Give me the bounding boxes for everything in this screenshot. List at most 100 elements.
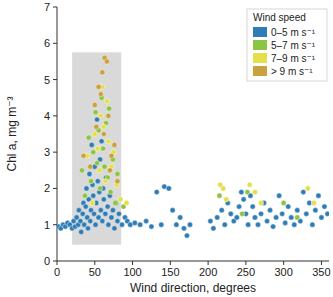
legend-title: Wind speed xyxy=(253,12,306,23)
point xyxy=(283,220,288,225)
point xyxy=(224,197,229,202)
point xyxy=(84,186,89,191)
legend-swatch xyxy=(253,27,267,37)
point xyxy=(115,171,120,176)
point xyxy=(94,124,99,129)
point xyxy=(247,182,252,187)
point xyxy=(239,189,244,194)
point xyxy=(97,168,102,173)
y-tick-label: 3 xyxy=(44,146,50,158)
y-axis xyxy=(57,7,58,261)
point xyxy=(325,211,329,216)
point xyxy=(118,197,123,202)
point xyxy=(112,142,117,147)
point xyxy=(246,222,251,227)
point xyxy=(95,179,100,184)
point xyxy=(322,204,327,209)
point xyxy=(91,150,96,155)
y-tick-label: 1 xyxy=(44,219,50,231)
point xyxy=(88,218,93,223)
y-tick xyxy=(53,115,57,116)
point xyxy=(159,222,164,227)
point xyxy=(208,218,213,223)
x-tick-label: 50 xyxy=(89,266,101,278)
point xyxy=(228,211,233,216)
point xyxy=(115,179,120,184)
point xyxy=(187,222,192,227)
point xyxy=(132,220,137,225)
point xyxy=(86,135,91,140)
point xyxy=(124,200,129,205)
y-tick-label: 5 xyxy=(44,74,50,86)
point xyxy=(92,131,97,136)
point xyxy=(79,229,84,234)
point xyxy=(106,222,111,227)
shaded-region xyxy=(72,52,121,244)
point xyxy=(81,153,86,158)
point xyxy=(274,215,279,220)
point xyxy=(313,208,318,213)
chart: 01234567050100150200250300350Wind direct… xyxy=(0,0,333,297)
point xyxy=(301,189,306,194)
point xyxy=(98,208,103,213)
x-tick-label: 350 xyxy=(312,266,330,278)
point xyxy=(106,113,111,118)
point xyxy=(95,146,100,151)
x-tick-label: 250 xyxy=(237,266,255,278)
point xyxy=(264,218,269,223)
y-tick-label: 7 xyxy=(44,1,50,13)
point xyxy=(166,186,171,191)
point xyxy=(113,200,118,205)
point xyxy=(100,70,105,75)
point xyxy=(102,164,107,169)
point xyxy=(110,208,115,213)
point xyxy=(241,197,246,202)
point xyxy=(170,208,175,213)
point xyxy=(106,139,111,144)
point xyxy=(215,215,220,220)
point xyxy=(174,222,179,227)
point xyxy=(258,211,263,216)
point xyxy=(93,110,98,115)
point xyxy=(107,168,112,173)
point xyxy=(292,222,297,227)
legend-swatch xyxy=(253,40,267,50)
point xyxy=(87,171,92,176)
y-tick xyxy=(53,224,57,225)
x-tick xyxy=(321,261,322,265)
point xyxy=(104,99,109,104)
point xyxy=(181,226,186,231)
point xyxy=(267,208,272,213)
legend-label: 7–9 m s⁻¹ xyxy=(271,53,316,64)
point xyxy=(221,186,226,191)
point xyxy=(89,142,94,147)
point xyxy=(96,84,101,89)
point xyxy=(281,200,286,205)
point xyxy=(97,186,102,191)
x-tick-label: 0 xyxy=(54,266,60,278)
point xyxy=(115,218,120,223)
y-tick xyxy=(53,7,57,8)
point xyxy=(295,215,300,220)
x-tick-label: 200 xyxy=(199,266,217,278)
point xyxy=(109,153,114,158)
y-tick xyxy=(53,152,57,153)
point xyxy=(105,204,110,209)
point xyxy=(83,204,88,209)
point xyxy=(311,200,316,205)
legend-swatch xyxy=(253,53,267,63)
point xyxy=(107,106,112,111)
point xyxy=(234,215,239,220)
y-tick xyxy=(53,188,57,189)
point xyxy=(92,102,97,107)
y-tick-label: 2 xyxy=(44,182,50,194)
point xyxy=(99,139,104,144)
point xyxy=(270,224,275,229)
point xyxy=(79,168,84,173)
point xyxy=(217,193,222,198)
point xyxy=(80,211,85,216)
x-tick xyxy=(208,261,209,265)
point xyxy=(304,211,309,216)
point xyxy=(103,211,108,216)
point xyxy=(178,215,183,220)
